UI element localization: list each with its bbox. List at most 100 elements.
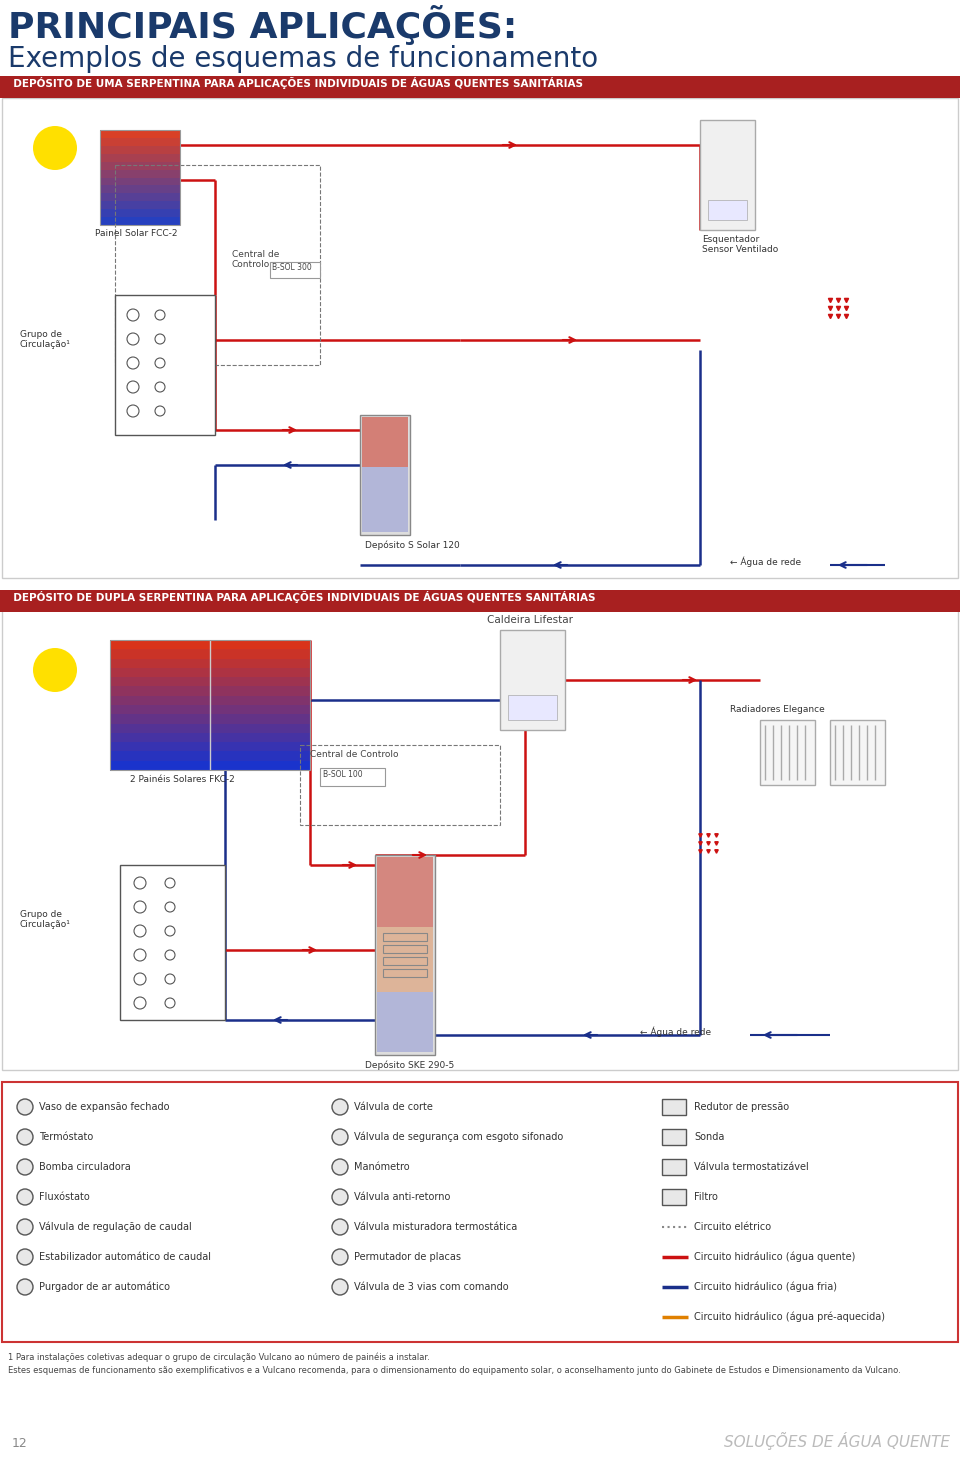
Text: Válvula de 3 vias com comando: Válvula de 3 vias com comando	[354, 1281, 509, 1292]
Text: B-SOL 300: B-SOL 300	[272, 263, 312, 272]
Bar	[110, 733, 310, 742]
Text: ← Água de rede: ← Água de rede	[730, 557, 802, 567]
Bar	[662, 1099, 686, 1115]
Bar	[662, 1189, 686, 1205]
Circle shape	[134, 973, 146, 985]
Bar	[110, 723, 310, 733]
Bar	[100, 202, 180, 210]
Bar	[110, 751, 310, 761]
Bar	[100, 218, 180, 225]
Text: Vaso de expansão fechado: Vaso de expansão fechado	[39, 1102, 170, 1112]
Bar	[100, 146, 180, 155]
Bar	[708, 200, 747, 221]
Circle shape	[332, 1278, 348, 1294]
Bar	[100, 130, 180, 139]
Text: Estabilizador automático de caudal: Estabilizador automático de caudal	[39, 1252, 211, 1262]
Text: Caldeira Lifestar: Caldeira Lifestar	[487, 615, 573, 625]
Text: Depósito S Solar 120: Depósito S Solar 120	[365, 541, 460, 549]
Bar	[110, 676, 310, 687]
Bar	[375, 855, 435, 1055]
Bar	[110, 640, 310, 770]
Circle shape	[165, 926, 175, 937]
Bar	[120, 865, 225, 1020]
Bar	[110, 649, 310, 659]
Circle shape	[134, 877, 146, 888]
Circle shape	[33, 649, 77, 693]
Text: Redutor de pressão: Redutor de pressão	[694, 1102, 789, 1112]
Bar	[360, 415, 410, 535]
Text: Válvula de corte: Válvula de corte	[354, 1102, 433, 1112]
Circle shape	[17, 1218, 33, 1235]
Circle shape	[155, 381, 165, 392]
Circle shape	[332, 1159, 348, 1175]
Bar	[100, 130, 180, 225]
Bar	[320, 768, 385, 786]
Circle shape	[134, 996, 146, 1010]
Circle shape	[134, 925, 146, 937]
Bar	[110, 695, 310, 706]
Bar	[115, 295, 215, 435]
Circle shape	[17, 1159, 33, 1175]
Bar	[100, 162, 180, 169]
Text: Central de
Controlo: Central de Controlo	[232, 250, 279, 269]
Text: 12: 12	[12, 1438, 28, 1449]
Text: Permutador de placas: Permutador de placas	[354, 1252, 461, 1262]
Text: Válvula anti-retorno: Válvula anti-retorno	[354, 1192, 450, 1202]
Bar	[100, 209, 180, 218]
Circle shape	[127, 333, 139, 345]
Text: Depósito SKE 290-5: Depósito SKE 290-5	[365, 1061, 454, 1069]
Text: 1 Para instalações coletivas adequar o grupo de circulação Vulcano ao número de : 1 Para instalações coletivas adequar o g…	[8, 1351, 430, 1362]
Circle shape	[127, 405, 139, 416]
Circle shape	[17, 1278, 33, 1294]
Bar	[110, 640, 310, 650]
Circle shape	[127, 381, 139, 393]
Bar	[2, 611, 958, 1069]
Bar	[383, 945, 427, 953]
Circle shape	[332, 1249, 348, 1265]
Circle shape	[155, 358, 165, 368]
Bar	[362, 468, 408, 532]
Text: Válvula de segurança com esgoto sifonado: Válvula de segurança com esgoto sifonado	[354, 1132, 564, 1143]
Text: Filtro: Filtro	[694, 1192, 718, 1202]
Circle shape	[127, 356, 139, 370]
Text: 2 Painéis Solares FKC-2: 2 Painéis Solares FKC-2	[130, 774, 235, 785]
Bar	[270, 262, 320, 278]
Bar	[100, 186, 180, 194]
Text: Bomba circuladora: Bomba circuladora	[39, 1161, 131, 1172]
Circle shape	[165, 974, 175, 985]
Circle shape	[155, 335, 165, 343]
Bar	[110, 668, 310, 678]
Text: Circuito hidráulico (água pré-aquecida): Circuito hidráulico (água pré-aquecida)	[694, 1312, 885, 1322]
Text: Válvula de regulação de caudal: Válvula de regulação de caudal	[39, 1221, 192, 1232]
Text: Válvula misturadora termostática: Válvula misturadora termostática	[354, 1221, 517, 1232]
Bar	[2, 98, 958, 579]
Bar	[100, 153, 180, 162]
Bar	[362, 416, 408, 468]
Circle shape	[127, 308, 139, 321]
Text: Central de Controlo: Central de Controlo	[310, 749, 398, 760]
Text: Painel Solar FCC-2: Painel Solar FCC-2	[95, 229, 178, 238]
Bar	[110, 706, 310, 714]
Bar	[110, 742, 310, 752]
Text: DEPÓSITO DE UMA SERPENTINA PARA APLICAÇÕES INDIVIDUAIS DE ÁGUAS QUENTES SANITÁRI: DEPÓSITO DE UMA SERPENTINA PARA APLICAÇÕ…	[6, 77, 583, 89]
Text: Válvula termostatizável: Válvula termostatizável	[694, 1161, 808, 1172]
Text: Radiadores Elegance: Radiadores Elegance	[730, 706, 825, 714]
Bar	[100, 177, 180, 186]
Bar	[830, 720, 885, 785]
Bar	[500, 630, 565, 730]
Circle shape	[17, 1099, 33, 1115]
Text: DEPÓSITO DE DUPLA SERPENTINA PARA APLICAÇÕES INDIVIDUAIS DE ÁGUAS QUENTES SANITÁ: DEPÓSITO DE DUPLA SERPENTINA PARA APLICA…	[6, 592, 595, 603]
Circle shape	[165, 878, 175, 888]
Bar	[383, 957, 427, 966]
Bar	[662, 1129, 686, 1145]
Bar	[700, 120, 755, 229]
Bar	[110, 659, 310, 668]
Bar	[2, 1083, 958, 1343]
Bar	[110, 761, 310, 770]
Circle shape	[134, 901, 146, 913]
Bar	[377, 992, 433, 1052]
Text: Estes esquemas de funcionamento são exemplificativos e a Vulcano recomenda, para: Estes esquemas de funcionamento são exem…	[8, 1366, 900, 1375]
Bar	[110, 714, 310, 725]
Text: Grupo de
Circulação¹: Grupo de Circulação¹	[20, 910, 71, 929]
Text: Grupo de
Circulação¹: Grupo de Circulação¹	[20, 330, 71, 349]
